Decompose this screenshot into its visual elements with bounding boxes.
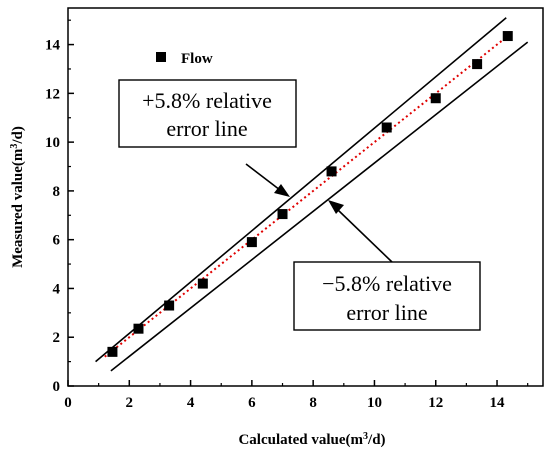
y-axis-title: Measured value(m3/d) [9, 126, 27, 268]
annotation-lower-box [293, 261, 481, 331]
data-point [107, 346, 118, 357]
x-tick-label: 12 [428, 395, 443, 411]
x-tick-label: 14 [490, 395, 506, 411]
y-tick-label: 12 [45, 86, 60, 102]
legend-label: Flow [181, 51, 213, 67]
y-tick-label: 6 [53, 233, 61, 249]
data-point [381, 122, 392, 133]
annotation-lower-line1: −5.8% relative [322, 271, 452, 296]
annotation-upper-box [118, 79, 297, 148]
y-axis-ticks: 0 2 4 6 8 10 12 14 [45, 19, 74, 395]
data-point [133, 323, 144, 334]
x-tick-label: 10 [367, 395, 382, 411]
annotation-lower-arrowhead [328, 200, 344, 214]
annotation-upper-line2: error line [166, 116, 247, 141]
data-point [246, 237, 257, 248]
data-point [164, 300, 175, 311]
x-axis-title: Calculated value(m3/d) [238, 431, 385, 449]
annotation-lower-line2: error line [346, 300, 427, 325]
legend-marker [156, 52, 166, 62]
x-tick-label: 6 [248, 395, 256, 411]
x-tick-label: 4 [187, 395, 195, 411]
plot-frame [67, 7, 544, 387]
y-tick-label: 0 [53, 379, 61, 395]
annotation-upper-arrow [245, 163, 281, 191]
data-point [502, 31, 513, 42]
y-tick-label: 10 [45, 135, 60, 151]
annotation-upper-arrowhead [274, 184, 290, 197]
x-tick-label: 8 [309, 395, 317, 411]
x-tick-label: 0 [64, 395, 72, 411]
data-point [197, 278, 208, 289]
x-axis-ticks: 0 2 4 6 8 10 12 14 [64, 380, 529, 411]
data-point [326, 166, 337, 177]
data-point [472, 59, 483, 70]
lower-error-line [110, 41, 529, 372]
data-point [277, 209, 288, 220]
y-tick-label: 8 [53, 184, 61, 200]
data-points [107, 31, 513, 357]
y-tick-label: 4 [53, 281, 61, 297]
annotation-upper: +5.8% relative error line [118, 79, 297, 197]
annotation-lower-arrow [337, 209, 393, 263]
annotation-upper-line1: +5.8% relative [142, 88, 272, 113]
legend: Flow [156, 51, 213, 67]
data-point [430, 93, 441, 104]
annotation-lower: −5.8% relative error line [293, 200, 481, 331]
y-tick-label: 14 [45, 38, 61, 54]
y-tick-label: 2 [53, 330, 61, 346]
x-tick-label: 2 [126, 395, 134, 411]
upper-error-line [95, 17, 507, 363]
